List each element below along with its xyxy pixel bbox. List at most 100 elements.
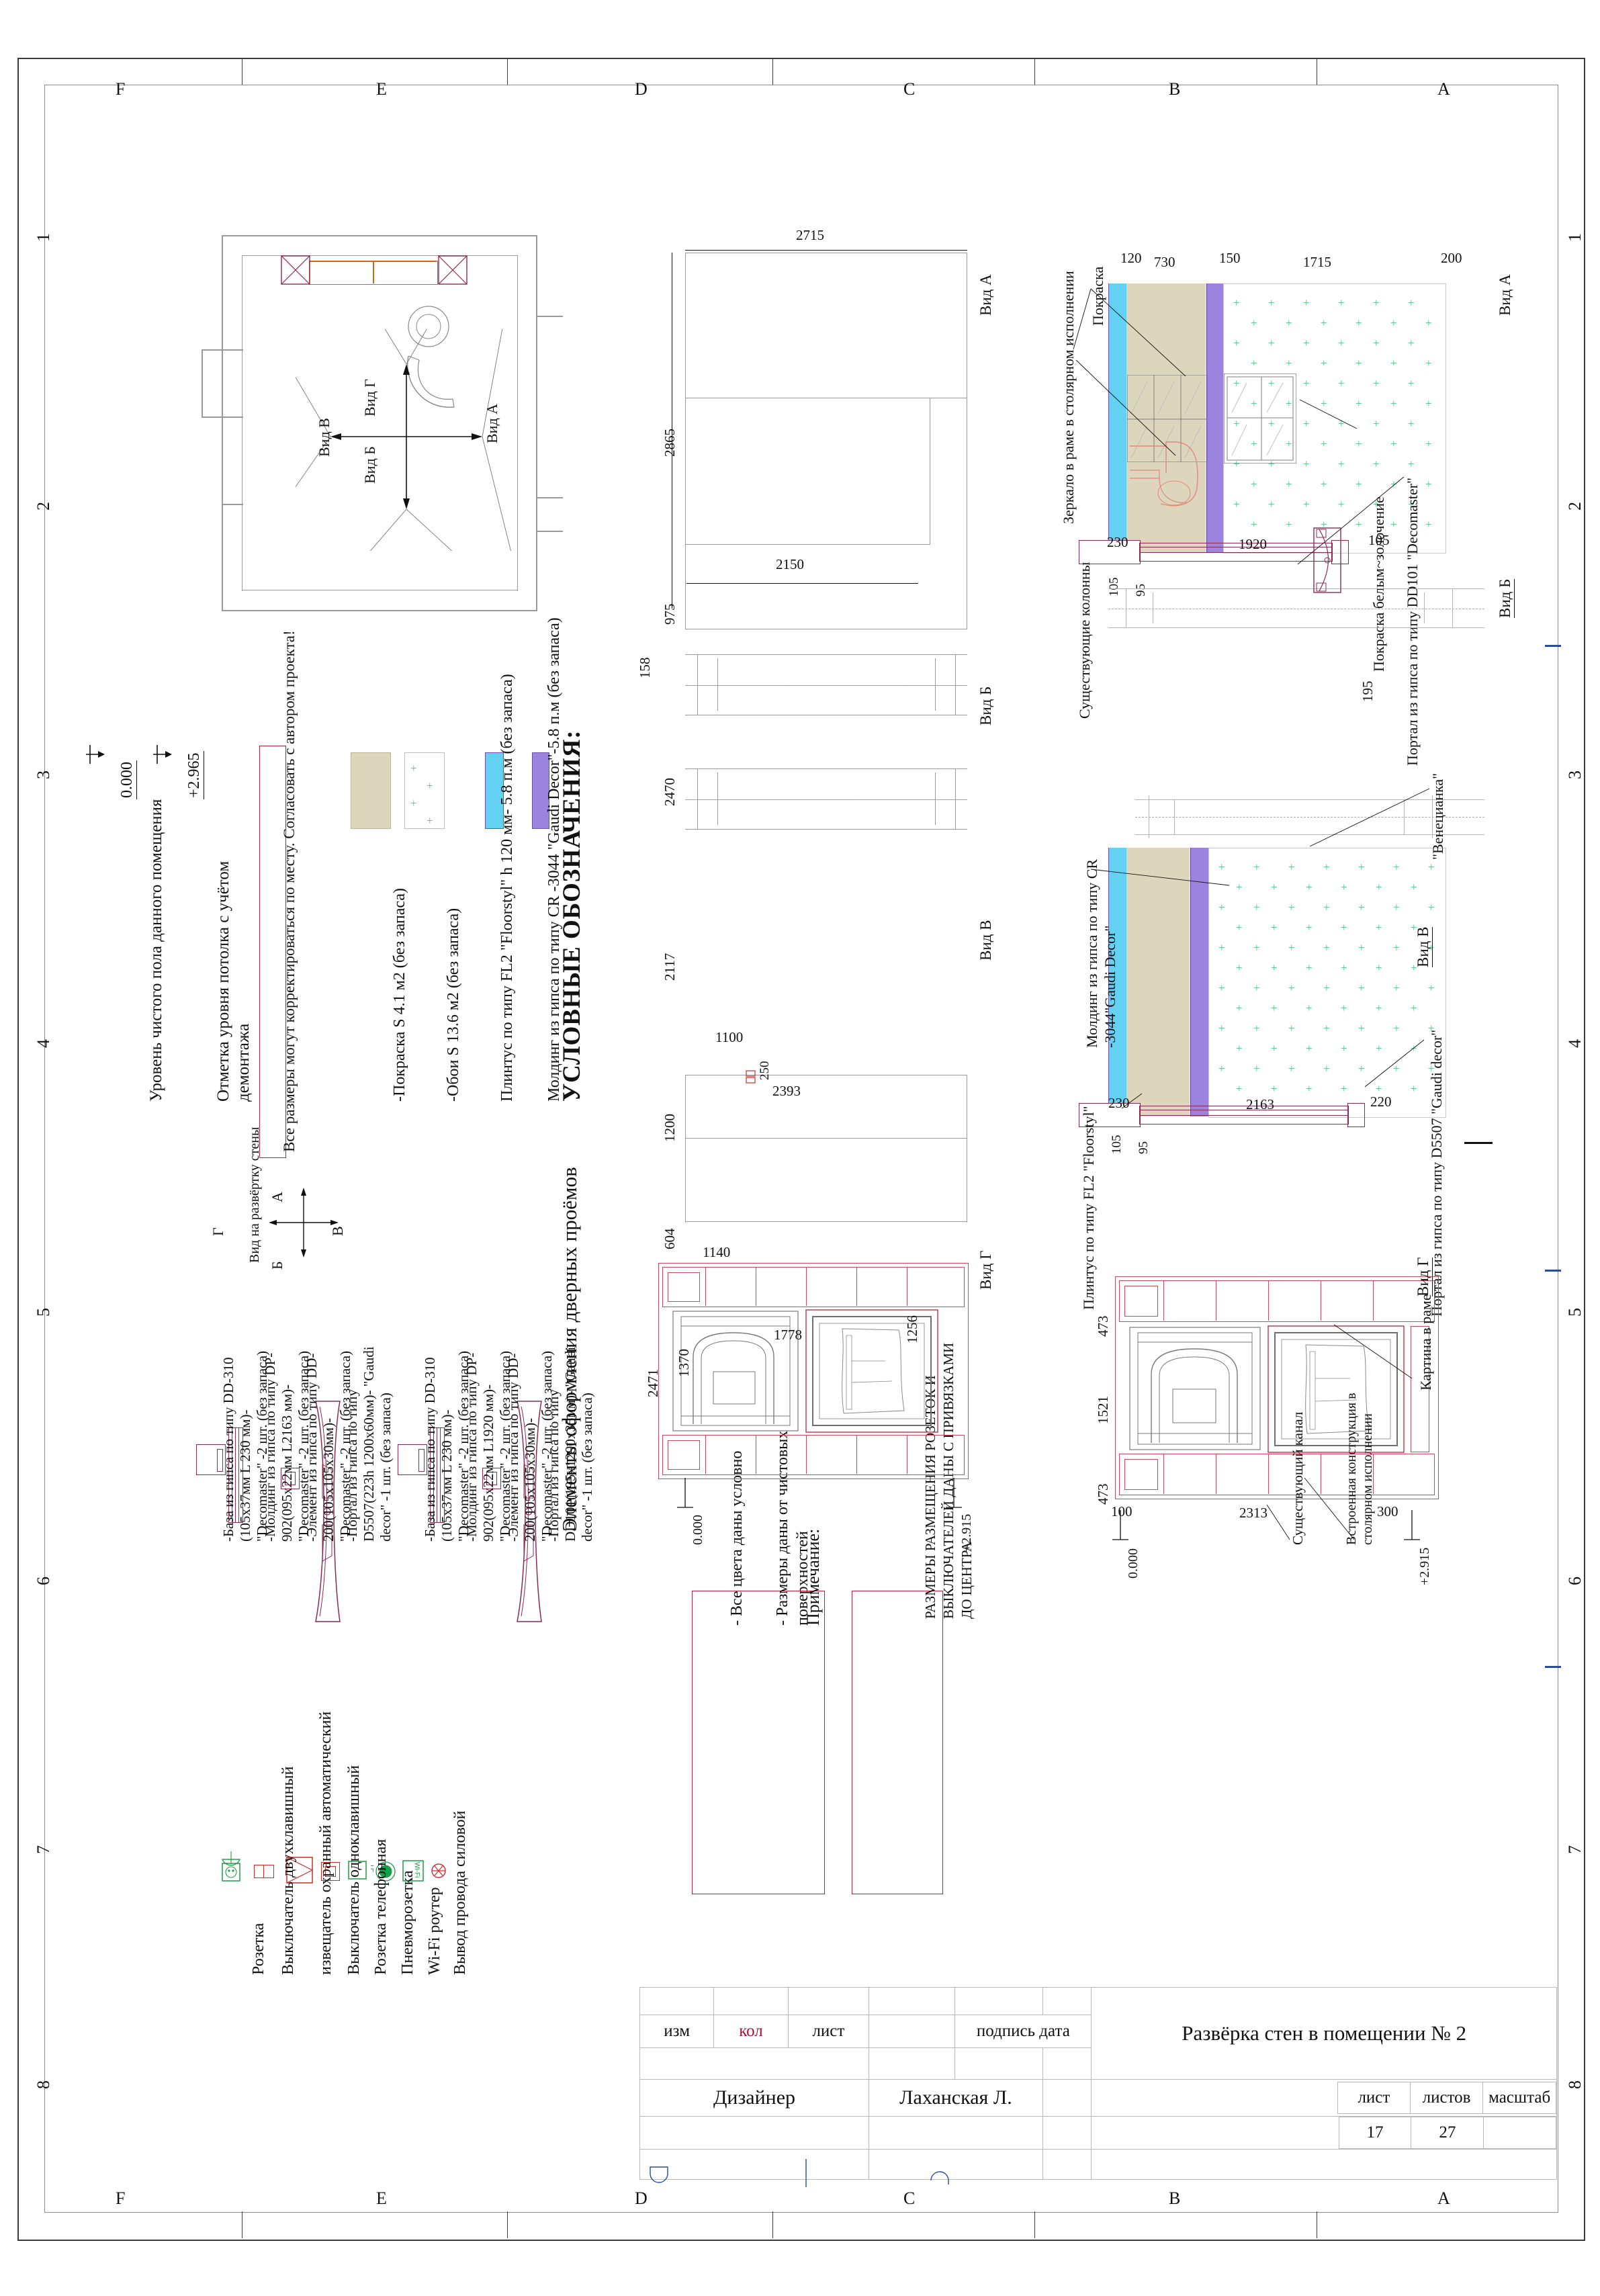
edge-marker [1464, 1142, 1493, 1144]
dim-a-1715: 1715 [1303, 254, 1331, 270]
level-mark-top-center [946, 1478, 962, 1508]
door-elem-right-3: -База из гипса по типу DD-310 (105х37мм … [220, 1350, 270, 1542]
dim-a-200: 200 [1441, 250, 1462, 266]
plan-view-label-g: Вид Г [361, 379, 378, 416]
element-dd200-icon [482, 1468, 501, 1489]
tb-cell [787, 1987, 869, 2015]
dim-a-120: 120 [1120, 250, 1142, 266]
frame-tick [772, 2211, 773, 2238]
tb-cell [868, 1987, 956, 2015]
moulding-dp902-icon [430, 1427, 445, 1523]
tb-header-list: лист [787, 2015, 869, 2048]
frame-row-1-left: 1 [34, 233, 53, 242]
center-label-view-g: Вид Г [977, 1250, 994, 1290]
plan-view-label-a: Вид А [484, 403, 500, 443]
dim-g-473: 473 [1095, 1315, 1111, 1337]
tb-header-masshtab: масштаб [1482, 2082, 1556, 2114]
frame-row-4-right: 4 [1565, 1039, 1585, 1048]
callout-leaders-g [1266, 1324, 1413, 1540]
frame-tick [507, 58, 508, 85]
dim-975: 975 [662, 603, 678, 625]
frame-row-8-left: 8 [34, 2080, 53, 2089]
center-level-2915: +2.915 [959, 1513, 974, 1552]
dim-2471: 2471 [645, 1369, 661, 1397]
plan-view-label-v: Вид В [316, 418, 332, 457]
dim-g-100: 100 [1111, 1503, 1132, 1519]
center-label-view-v: Вид В [977, 920, 994, 961]
switch-double-icon [254, 1865, 274, 1878]
edge-marker [1545, 1666, 1561, 1668]
dim-1370: 1370 [676, 1349, 692, 1377]
callout-leaders-a [1073, 288, 1405, 565]
center-label-view-a: Вид А [977, 274, 994, 316]
tb-cell [868, 2047, 956, 2080]
title-block: Развёрка стен в помещении № 2 изм кол ли… [639, 1987, 1557, 2180]
legend-swatch-moulding [532, 752, 549, 829]
frame-col-E-bottom: E [376, 2189, 387, 2208]
socket-icon [222, 1851, 240, 1882]
dim-g-473b: 473 [1095, 1483, 1111, 1505]
dim-2393: 2393 [772, 1083, 801, 1099]
door-elem-left-3: -База из гипса по типу DD-310 (105х37мм … [422, 1350, 472, 1542]
legend-swatch-wallpaper: + + + + [404, 752, 445, 829]
frame-col-E-top: E [376, 79, 387, 99]
pneumatic-socket-icon [375, 1861, 396, 1882]
level-mark-floor-icon [86, 745, 105, 764]
frame-row-5-right: 5 [1565, 1308, 1585, 1317]
edge-marker [1545, 1270, 1561, 1272]
designer-name: Лаханская Л. [868, 2079, 1043, 2117]
base-dd310-icon-2 [196, 1444, 226, 1475]
legend-label-moulding: Молдинг из гипса по типу CR -3044 "Gaudi… [545, 617, 563, 1102]
security-alarm-icon [286, 1857, 313, 1884]
legend-label-paint: -Покраска S 4.1 м2 (без запаса) [391, 888, 408, 1102]
frame-col-B-top: B [1169, 79, 1181, 99]
note-correction-box [259, 746, 286, 1158]
tb-header-izm: изм [639, 2015, 715, 2048]
dim-2715: 2715 [796, 227, 824, 243]
tb-cell [868, 2015, 956, 2048]
picture-in-frame-g [1268, 1325, 1405, 1453]
center-view-v [685, 759, 967, 846]
tb-cell [639, 2149, 869, 2180]
dim-158: 158 [637, 657, 653, 679]
frame-col-D-top: D [635, 79, 648, 99]
dim-g-300: 300 [1377, 1503, 1398, 1519]
frame-col-A-bottom: A [1437, 2189, 1450, 2208]
right-level-0000: 0.000 [1126, 1548, 1141, 1579]
socket-symbol-icon [746, 1070, 756, 1084]
tb-cell [1042, 2149, 1092, 2180]
tb-cell [1091, 2149, 1557, 2180]
frame-row-6-right: 6 [1565, 1577, 1585, 1585]
moulding-dp902-icon-2 [228, 1427, 243, 1523]
frame-row-5-left: 5 [34, 1308, 53, 1317]
callout-leaders-v [1090, 788, 1430, 1109]
tb-cell [639, 2116, 869, 2150]
frame-tick [507, 2211, 508, 2238]
stamp-glyph-icon-2 [805, 2159, 807, 2187]
notes-box [692, 1591, 825, 1894]
tb-values: 17 27 [1091, 2116, 1557, 2150]
electrical-label-3: Розетка телефонная [372, 1839, 390, 1975]
drawing-title: Развёрка стен в помещении № 2 [1091, 1987, 1557, 2080]
dim-a-230: 230 [1107, 534, 1128, 550]
level-mark-zero-right [1112, 1510, 1128, 1540]
tb-cell [1042, 2116, 1092, 2150]
tb-value-list: 17 [1338, 2117, 1412, 2149]
frame-col-C-top: C [903, 79, 916, 99]
tb-value-listov: 27 [1411, 2117, 1484, 2149]
legend-label-plinth: Плинтус по типу FL2 "Floorstyl" h 120 мм… [498, 674, 516, 1102]
center-view-g [658, 1263, 969, 1479]
dim-v-220: 220 [1370, 1094, 1392, 1110]
sheet-frame-outer [17, 58, 1585, 2241]
element-dd200-icon-2 [281, 1468, 300, 1489]
dim-g-1521: 1521 [1095, 1396, 1111, 1424]
portal-profile-icon [517, 1401, 542, 1622]
frame-col-B-bottom: B [1169, 2189, 1181, 2208]
electrical-label-4: Выключатель одноклавишный [345, 1765, 363, 1975]
frame-col-A-top: A [1437, 79, 1450, 99]
frame-col-D-bottom: D [635, 2189, 648, 2208]
sockets-note-box [852, 1591, 943, 1894]
level-value-floor: 0.000 [118, 760, 137, 799]
stamp-glyph-icon-3 [930, 2171, 949, 2184]
